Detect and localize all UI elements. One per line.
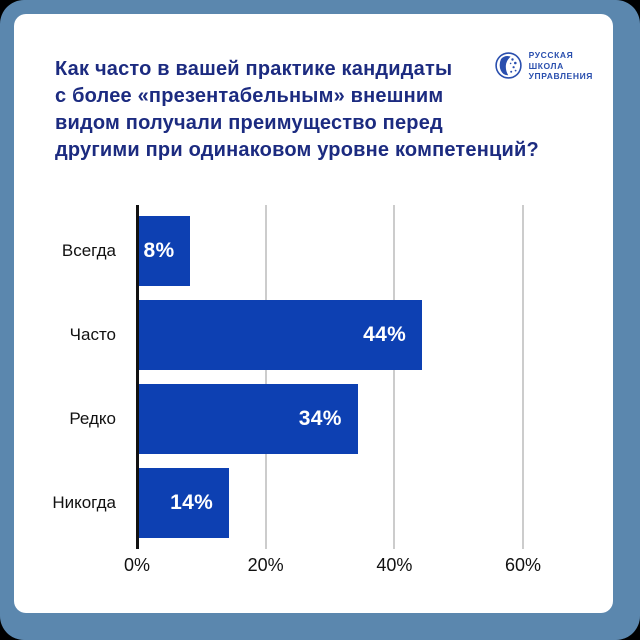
bar-row-3: Редко 34% [14, 384, 613, 454]
x-tick-label: 60% [504, 555, 542, 575]
bar-row-4: Никогда 14% [14, 468, 613, 538]
company-logo-text: РУССКАЯ ШКОЛА УПРАВЛЕНИЯ [529, 50, 593, 82]
infographic-card: Как часто в вашей практике кандидаты с б… [14, 14, 613, 613]
chart-question-title: Как часто в вашей практике кандидаты с б… [55, 56, 555, 164]
gridline-40 [393, 205, 396, 549]
company-logo: РУССКАЯ ШКОЛА УПРАВЛЕНИЯ [494, 50, 593, 82]
bar-value-label: 8% [143, 239, 175, 262]
logo-text-line: РУССКАЯ [528, 50, 574, 60]
category-label: Никогда [52, 493, 116, 512]
gridline-60 [522, 205, 524, 549]
bar-row-1: Всегда 8% [14, 216, 613, 286]
bar-value-label: 44% [363, 323, 407, 346]
title-line: с более «презентабельным» внешним [55, 85, 444, 107]
title-line: Как часто в вашей практике кандидаты [55, 58, 453, 80]
bar: 8% [139, 216, 191, 286]
bar-row-2: Часто 44% [14, 300, 613, 370]
bar-chart: 0% 20% 40% 60% Всегда 8% Часто 44% Редко 34% Никог… [14, 14, 613, 613]
category-label: Часто [69, 325, 116, 344]
title-line: видом получали преимущество перед [55, 112, 443, 134]
bar-value-label: 14% [170, 491, 214, 514]
y-axis-line [136, 205, 139, 549]
globe-logo-icon [494, 52, 522, 79]
x-tick-label: 40% [376, 555, 413, 575]
bar: 44% [139, 300, 423, 370]
x-tick-label: 20% [247, 555, 284, 575]
gridline-20 [264, 205, 267, 549]
logo-text-line: ШКОЛА [528, 60, 564, 71]
logo-text-line: УПРАВЛЕНИЯ [528, 71, 593, 81]
category-label: Всегда [61, 241, 116, 260]
bar: 14% [139, 468, 230, 538]
title-line: другими при одинаковом уровне компетенци… [55, 139, 539, 161]
bar: 34% [139, 384, 358, 454]
category-label: Редко [69, 409, 116, 428]
bar-value-label: 34% [298, 407, 342, 430]
x-tick-label: 0% [123, 555, 151, 575]
